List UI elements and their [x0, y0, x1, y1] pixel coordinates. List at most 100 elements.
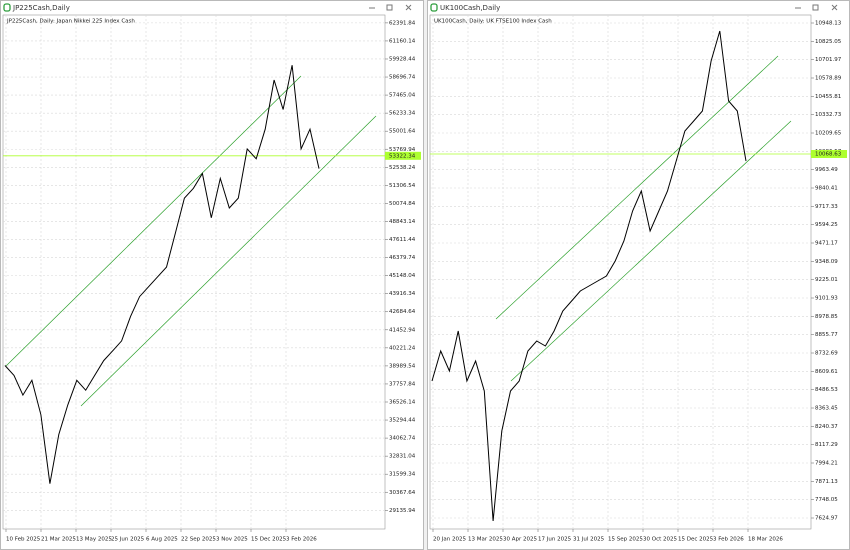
x-tick-label: 18 Mar 2026 — [748, 537, 783, 543]
x-tick-label: 3 Nov 2025 — [216, 537, 248, 543]
x-tick-label: 20 Jan 2025 — [433, 537, 466, 543]
chart-subtitle: JP225Cash, Daily: Japan Nikkei 225 Index… — [6, 19, 135, 25]
price-label: 10068.63 — [815, 152, 842, 158]
y-tick-label: 37757.84 — [389, 381, 416, 387]
y-tick-label: 48843.14 — [389, 219, 416, 225]
price-series — [4, 65, 320, 484]
y-tick-label: 8855.77 — [815, 332, 838, 338]
maximize-button[interactable] — [812, 4, 819, 11]
x-tick-label: 3 Feb 2026 — [713, 537, 744, 543]
y-tick-label: 10825.05 — [815, 39, 842, 45]
y-tick-label: 30367.64 — [389, 490, 416, 496]
y-tick-label: 8240.37 — [815, 424, 838, 430]
plot-area — [429, 14, 812, 530]
y-tick-label: 46379.74 — [389, 255, 416, 261]
trend-line — [510, 120, 792, 382]
x-tick-label: 25 Jun 2025 — [111, 537, 145, 543]
y-tick-label: 8486.53 — [815, 387, 838, 393]
window-icon — [430, 3, 438, 12]
y-tick-label: 61160.14 — [389, 38, 416, 44]
x-tick-label: 13 May 2025 — [76, 537, 112, 543]
x-tick-label: 17 Jun 2025 — [538, 537, 572, 543]
x-tick-label: 10 Feb 2025 — [6, 537, 41, 543]
x-tick-label: 15 Dec 2025 — [251, 537, 287, 543]
x-tick-label: 30 Oct 2025 — [643, 537, 678, 543]
chart-window[interactable]: JP225Cash,Daily 62391.84 61160.14 59928.44 5… — [0, 0, 424, 550]
y-tick-label: 9471.17 — [815, 241, 838, 247]
price-series — [431, 30, 747, 522]
x-tick-label: 15 Dec 2025 — [678, 537, 714, 543]
y-tick-label: 9594.25 — [815, 222, 838, 228]
x-tick-label: 31 Jul 2025 — [573, 537, 605, 543]
y-tick-label: 8732.69 — [815, 351, 838, 357]
y-tick-label: 31599.34 — [389, 472, 416, 478]
y-tick-label: 10332.73 — [815, 112, 842, 118]
y-tick-label: 34062.74 — [389, 436, 416, 442]
y-tick-label: 51306.54 — [389, 183, 416, 189]
y-tick-label: 7624.97 — [815, 516, 838, 522]
x-tick-label: 6 Aug 2025 — [146, 537, 178, 543]
y-tick-label: 10701.97 — [815, 57, 842, 63]
y-tick-label: 8117.29 — [815, 442, 838, 448]
y-tick-label: 10209.65 — [815, 131, 842, 137]
x-tick-label: 22 Sep 2025 — [181, 537, 216, 543]
y-tick-label: 62391.84 — [389, 20, 416, 26]
y-tick-label: 10578.89 — [815, 76, 842, 82]
x-tick-label: 30 Apr 2025 — [503, 537, 538, 543]
y-tick-label: 7748.05 — [815, 497, 838, 503]
trend-line — [5, 75, 302, 367]
y-tick-label: 7871.13 — [815, 479, 838, 485]
window-title: UK100Cash,Daily — [440, 4, 500, 12]
trend-line — [80, 115, 377, 407]
plot-area — [2, 14, 386, 530]
y-tick-label: 10948.13 — [815, 21, 842, 27]
chart-window[interactable]: UK100Cash,Daily 10948.13 10825.05 10701.97 1… — [427, 0, 850, 550]
y-tick-label: 59928.44 — [389, 56, 416, 62]
y-tick-label: 57465.04 — [389, 93, 416, 99]
y-tick-label: 10455.81 — [815, 94, 841, 100]
y-tick-label: 58696.74 — [389, 75, 416, 81]
title-bar — [1, 1, 423, 14]
y-tick-label: 35294.44 — [389, 418, 416, 424]
y-tick-label: 45148.04 — [389, 273, 416, 279]
window-icon — [3, 3, 11, 12]
x-tick-label: 13 Mar 2025 — [468, 537, 503, 543]
y-tick-label: 43916.34 — [389, 291, 416, 297]
x-tick-label: 15 Sep 2025 — [608, 537, 643, 543]
chart-subtitle: UK100Cash, Daily: UK FTSE100 Index Cash — [434, 19, 552, 25]
plot-layer — [3, 15, 385, 529]
title-bar — [428, 1, 849, 14]
y-tick-label: 9840.41 — [815, 186, 838, 192]
y-tick-label: 38989.54 — [389, 363, 416, 369]
y-tick-label: 56233.34 — [389, 111, 416, 117]
chart: JP225Cash,Daily 62391.84 61160.14 59928.44 5… — [1, 1, 423, 543]
chart: UK100Cash,Daily 10948.13 10825.05 10701.97 1… — [428, 1, 849, 543]
price-label: 53322.34 — [389, 153, 416, 159]
y-tick-label: 9348.09 — [815, 259, 838, 265]
plot-layer — [430, 15, 811, 529]
y-tick-label: 52538.24 — [389, 165, 416, 171]
y-tick-label: 32831.04 — [389, 454, 416, 460]
y-tick-label: 42684.64 — [389, 309, 416, 315]
x-tick-label: 3 Feb 2026 — [286, 537, 317, 543]
y-tick-label: 8363.45 — [815, 406, 838, 412]
y-tick-label: 53769.94 — [389, 147, 416, 153]
y-tick-label: 9963.49 — [815, 167, 838, 173]
y-tick-label: 9717.33 — [815, 204, 838, 210]
close-button[interactable] — [831, 4, 838, 11]
price-label-bg — [811, 150, 847, 159]
y-tick-label: 29135.94 — [389, 508, 416, 514]
y-tick-label: 47611.44 — [389, 237, 416, 243]
y-tick-label: 8609.61 — [815, 369, 838, 375]
y-tick-label: 9101.93 — [815, 296, 838, 302]
price-label-bg — [385, 151, 421, 160]
trend-line — [495, 55, 779, 320]
maximize-button[interactable] — [386, 4, 393, 11]
close-button[interactable] — [405, 4, 412, 11]
y-tick-label: 41452.94 — [389, 327, 416, 333]
y-tick-label: 55001.64 — [389, 129, 416, 135]
y-tick-label: 50074.84 — [389, 201, 416, 207]
y-tick-label: 40221.24 — [389, 345, 416, 351]
x-tick-label: 21 Mar 2025 — [41, 537, 76, 543]
